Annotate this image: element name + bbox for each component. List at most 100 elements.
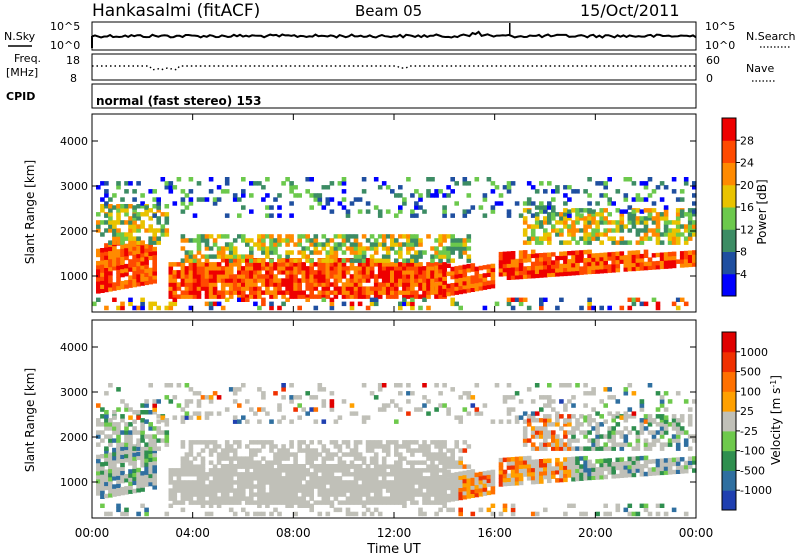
velocity-cell — [269, 472, 274, 477]
power-cell — [381, 246, 387, 251]
velocity-cell — [228, 496, 234, 501]
velocity-cell — [414, 476, 419, 481]
power-cell — [224, 262, 230, 267]
velocity-cell — [104, 461, 109, 466]
power-cell — [446, 250, 451, 255]
power-cell — [333, 262, 339, 267]
velocity-cell — [333, 480, 339, 485]
power-cell — [373, 274, 379, 279]
power-cell — [583, 189, 588, 194]
velocity-cell — [261, 488, 266, 493]
power-cell — [615, 228, 621, 233]
power-cell — [659, 256, 665, 261]
power-cell — [224, 189, 230, 194]
power-cell — [667, 240, 673, 245]
velocity-cell — [398, 484, 403, 489]
velocity-cell — [293, 492, 298, 497]
velocity-cell — [623, 411, 629, 416]
velocity-cell — [144, 507, 149, 513]
velocity-cell — [116, 434, 121, 439]
power-cell — [124, 272, 129, 277]
power-cell — [305, 278, 310, 283]
power-cell — [321, 262, 327, 267]
velocity-cell — [639, 468, 645, 473]
power-cell — [687, 262, 693, 268]
power-cell — [337, 201, 343, 206]
power-cell — [434, 269, 439, 275]
velocity-cell — [692, 460, 697, 465]
power-cell — [289, 201, 294, 206]
velocity-cell — [285, 484, 290, 489]
velocity-cell — [245, 419, 250, 424]
velocity-cell — [104, 426, 109, 431]
velocity-cell — [526, 455, 532, 461]
velocity-cell — [539, 475, 544, 480]
velocity-cell — [321, 480, 327, 485]
velocity-cell — [212, 448, 218, 453]
velocity-cell — [595, 426, 600, 431]
power-cell — [120, 197, 125, 202]
power-cell — [120, 256, 125, 262]
velocity-cell — [398, 444, 403, 449]
velocity-cell — [635, 442, 641, 447]
power-cell — [148, 189, 153, 194]
velocity-cell — [615, 465, 621, 471]
velocity-cell — [281, 456, 286, 461]
power-cell — [220, 286, 226, 291]
power-cell — [643, 208, 649, 213]
power-cell — [530, 236, 536, 241]
power-cell — [329, 246, 335, 251]
power-cell — [547, 201, 552, 206]
velocity-cell — [349, 460, 355, 465]
power-cell — [108, 224, 113, 229]
power-cell — [679, 209, 685, 214]
velocity-cell — [309, 440, 314, 445]
velocity-cell — [438, 487, 443, 492]
velocity-cell — [418, 492, 423, 497]
velocity-cell — [100, 462, 105, 467]
velocity-cell — [253, 464, 258, 469]
power-cell — [357, 278, 363, 283]
power-cell — [365, 286, 371, 291]
power-cell — [579, 228, 584, 233]
power-cell — [277, 290, 282, 295]
velocity-cell — [659, 470, 665, 476]
velocity-cell — [285, 448, 290, 453]
velocity-cell — [398, 488, 403, 493]
power-cell — [611, 236, 616, 241]
power-cell — [184, 286, 190, 291]
velocity-cell — [200, 440, 206, 445]
power-cell — [410, 246, 415, 251]
velocity-cell — [353, 488, 359, 493]
power-cell — [261, 262, 266, 267]
velocity-cell — [297, 488, 302, 493]
power-cell — [502, 271, 508, 277]
power-cell — [112, 286, 117, 291]
velocity-cell — [200, 456, 206, 461]
power-cell — [627, 262, 633, 268]
velocity-cell — [168, 492, 174, 497]
station-title: Hankasalmi (fitACF) — [92, 1, 260, 21]
power-cell — [414, 189, 419, 194]
velocity-cell — [128, 485, 133, 490]
power-cell — [394, 258, 399, 263]
power-cell — [96, 289, 101, 294]
power-cell — [112, 193, 117, 198]
velocity-cell — [559, 469, 564, 475]
velocity-cell — [152, 468, 157, 474]
velocity-cell — [293, 500, 298, 505]
velocity-cell — [188, 484, 194, 489]
velocity-cell — [208, 460, 214, 465]
velocity-cell — [671, 469, 677, 475]
velocity-cell — [341, 500, 347, 505]
power-cell — [297, 266, 302, 271]
power-cell — [116, 249, 121, 254]
power-cell — [410, 209, 415, 214]
power-cell — [514, 258, 520, 264]
velocity-cell — [402, 500, 407, 505]
power-cell — [683, 254, 689, 260]
velocity-cell — [232, 456, 238, 461]
power-cell — [196, 250, 202, 255]
power-cell — [321, 242, 327, 247]
velocity-cell — [631, 446, 637, 451]
